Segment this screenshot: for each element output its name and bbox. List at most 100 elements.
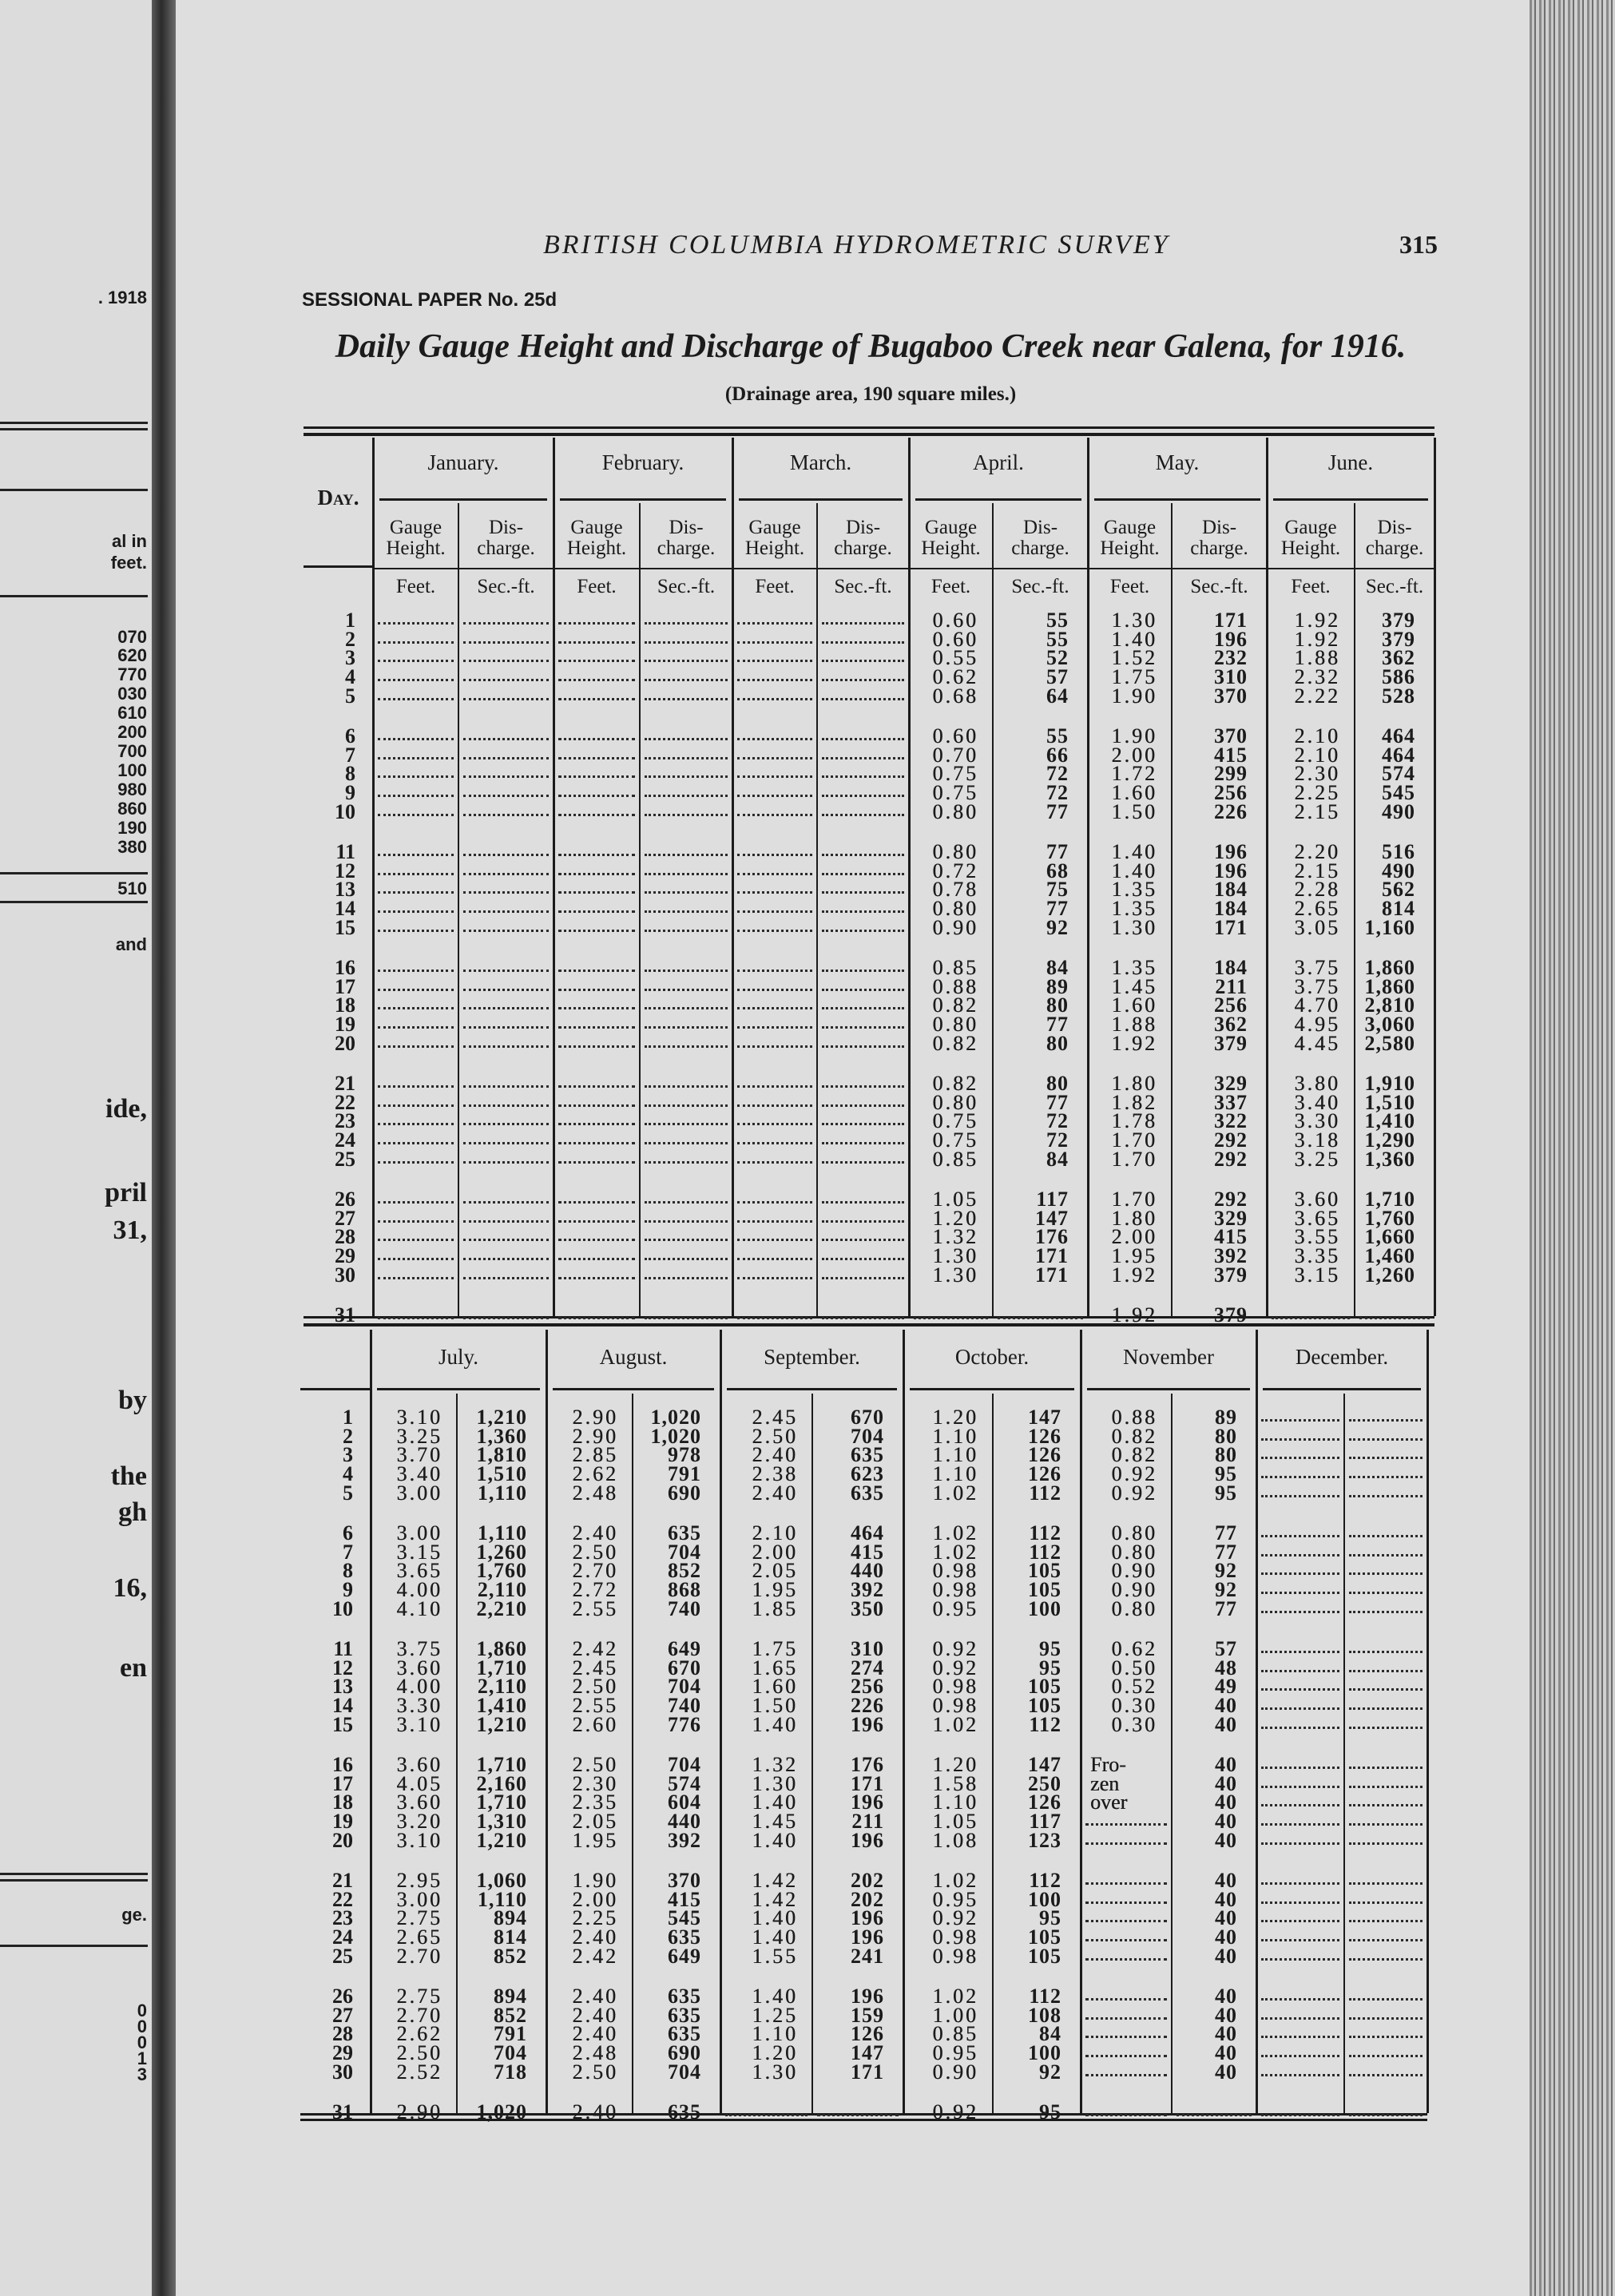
gauge-height-value: 2.85 [572,1443,618,1467]
gauge-height-value: 1.95 [1111,1244,1157,1268]
empty-entry-leader [1261,1494,1339,1497]
discharge-header: Dis-charge. [458,517,554,559]
empty-entry-leader [378,854,454,856]
empty-entry-leader [558,697,635,700]
gauge-height-value: 3.00 [396,1887,442,1911]
gauge-height-value: 2.90 [572,1424,618,1448]
discharge-value: 105 [1028,1694,1061,1718]
subcolumn-divider [639,503,641,1316]
gauge-height-value: 2.52 [396,2060,442,2084]
empty-entry-leader [378,929,454,932]
discharge-value: 814 [1382,897,1415,921]
discharge-value: 379 [1382,627,1415,651]
empty-entry-leader [558,795,635,798]
gauge-height-value: 0.92 [932,1637,978,1660]
discharge-value: 77 [1046,897,1069,921]
empty-entry-leader [822,1239,904,1242]
discharge-value: 329 [1214,1206,1248,1230]
discharge-value: 256 [1214,781,1248,805]
discharge-value: 55 [1046,724,1069,747]
month-underline [377,1388,540,1390]
gauge-height-value: 1.58 [932,1771,978,1795]
discharge-value: 1,710 [476,1753,527,1776]
discharge-value: 415 [1214,743,1248,767]
day-number: 12 [335,859,355,882]
empty-entry-leader [378,679,454,682]
column-divider [1266,438,1268,1316]
discharge-header-line: Dis- [845,517,881,538]
empty-entry-leader [1261,1939,1339,1942]
day-number: 10 [335,799,355,823]
gauge-height-value: 3.00 [396,1521,442,1545]
gauge-height-value: 0.95 [932,1887,978,1911]
discharge-value: 112 [1029,1521,1061,1545]
empty-entry-leader [737,872,812,875]
facing-page-fragment: 980 [117,779,147,799]
empty-entry-leader [822,738,904,740]
gauge-height-value: 2.45 [572,1656,618,1679]
discharge-value: 176 [1035,1225,1069,1249]
gauge-height-value: 4.00 [396,1578,442,1602]
empty-entry-leader [645,1239,728,1242]
facing-page-rule [0,489,148,491]
discharge-value: 2,580 [1364,1031,1415,1055]
empty-entry-leader [558,1142,635,1145]
gauge-height-value: 3.30 [1294,1109,1340,1133]
discharge-value: 718 [494,2060,527,2084]
unit-feet: Feet. [1109,576,1150,597]
gauge-height-value: 2.20 [1294,840,1340,863]
empty-entry-leader [558,1104,635,1107]
gauge-height-value: 0.82 [1111,1424,1157,1448]
empty-entry-leader [822,813,904,816]
empty-entry-leader [1349,1553,1423,1556]
empty-entry-leader [463,988,549,991]
discharge-value: 112 [1029,1481,1061,1505]
empty-entry-leader [737,929,812,932]
discharge-header-line: charge. [834,537,892,559]
empty-entry-leader [1261,1688,1339,1691]
empty-entry-leader [378,988,454,991]
empty-entry-leader [558,756,635,759]
empty-entry-leader [558,872,635,875]
discharge-value: 1,860 [1364,974,1415,998]
gauge-header-line: Gauge [1284,517,1337,538]
discharge-header-line: charge. [657,537,716,559]
day-number: 24 [332,1925,353,1949]
gauge-height-value: 2.40 [752,1443,798,1467]
column-divider [370,1330,372,2113]
discharge-value: 196 [1214,840,1248,863]
discharge-value: 1,660 [1364,1225,1415,1249]
day-number: 17 [332,1771,353,1795]
month-header: February. [601,450,684,474]
discharge-value: 72 [1046,762,1069,786]
empty-entry-leader [1261,2073,1339,2076]
gauge-height-value: 1.10 [932,1462,978,1486]
gauge-height-value: 0.30 [1111,1694,1157,1718]
empty-entry-leader [737,988,812,991]
gauge-height-value: 1.32 [932,1225,978,1249]
discharge-value: 117 [1029,1810,1061,1834]
day-number: 7 [345,743,355,767]
discharge-value: 362 [1214,1013,1248,1037]
discharge-value: 635 [851,1481,884,1505]
gauge-height-value: 4.45 [1294,1031,1340,1055]
discharge-value: 171 [1214,915,1248,939]
discharge-value: 147 [1028,1406,1061,1429]
discharge-value: 1,160 [1364,915,1415,939]
gauge-header-line: Gauge [748,517,801,538]
empty-entry-leader [737,775,812,779]
subcolumn-divider [811,1394,813,2113]
empty-entry-leader [558,1239,635,1242]
discharge-value: 1,210 [476,1712,527,1736]
discharge-value: 68 [1046,859,1069,882]
discharge-value: 545 [1382,781,1415,805]
discharge-value: 40 [1215,1771,1237,1795]
empty-entry-leader [558,660,635,663]
empty-entry-leader [378,1160,454,1164]
facing-page-fragment: and [115,934,147,954]
discharge-value: 635 [668,1521,701,1545]
empty-entry-leader [1085,2055,1167,2058]
day-number: 11 [333,1637,353,1660]
discharge-value: 196 [851,1985,884,2008]
facing-page-fragment: 380 [117,837,147,857]
